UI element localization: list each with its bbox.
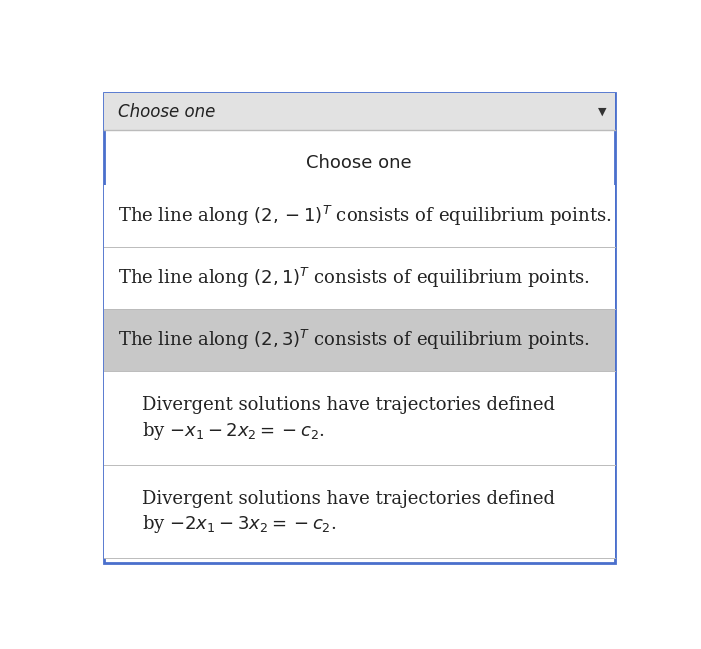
- FancyBboxPatch shape: [104, 93, 615, 563]
- Text: The line along $(2,-1)^T$ consists of equilibrium points.: The line along $(2,-1)^T$ consists of eq…: [118, 204, 611, 228]
- FancyBboxPatch shape: [104, 371, 615, 465]
- Text: Divergent solutions have trajectories defined: Divergent solutions have trajectories de…: [142, 489, 555, 508]
- Text: Choose one: Choose one: [118, 103, 215, 121]
- FancyBboxPatch shape: [104, 310, 615, 371]
- Text: ▼: ▼: [598, 106, 606, 117]
- FancyBboxPatch shape: [104, 186, 615, 247]
- Text: by $-2x_1 - 3x_2 = -c_2$.: by $-2x_1 - 3x_2 = -c_2$.: [142, 513, 336, 535]
- FancyBboxPatch shape: [104, 465, 615, 557]
- Text: Choose one: Choose one: [306, 154, 412, 172]
- Text: The line along $(2,1)^T$ consists of equilibrium points.: The line along $(2,1)^T$ consists of equ…: [118, 266, 589, 291]
- Text: by $-x_1 - 2x_2 = -c_2$.: by $-x_1 - 2x_2 = -c_2$.: [142, 419, 325, 441]
- Text: Divergent solutions have trajectories defined: Divergent solutions have trajectories de…: [142, 397, 555, 415]
- FancyBboxPatch shape: [104, 247, 615, 310]
- FancyBboxPatch shape: [104, 93, 615, 130]
- Text: The line along $(2,3)^T$ consists of equilibrium points.: The line along $(2,3)^T$ consists of equ…: [118, 328, 589, 352]
